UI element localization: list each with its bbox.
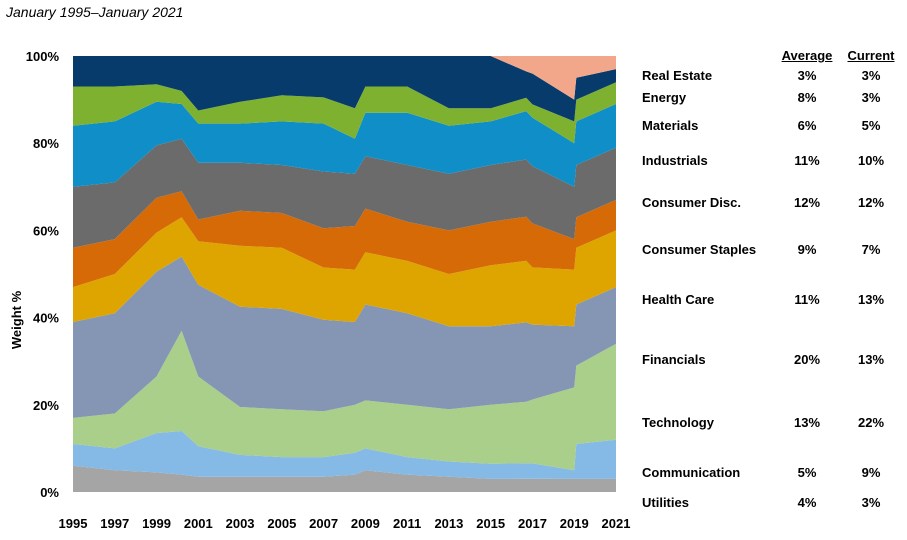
area-consumer-staples — [73, 191, 616, 288]
x-tick-label: 2021 — [602, 516, 631, 531]
x-tick-label: 2017 — [518, 516, 547, 531]
y-tick-label: 60% — [33, 223, 59, 238]
x-axis-ticks: 1995 1997 1999 2001 2003 2005 2007 2009 2011 2013… — [59, 516, 631, 531]
y-tick-label: 20% — [33, 398, 59, 413]
x-tick-label: 2015 — [476, 516, 505, 531]
area-materials — [73, 82, 616, 144]
y-tick-label: 100% — [26, 49, 60, 64]
x-tick-label: 2007 — [309, 516, 338, 531]
x-tick-label: 2009 — [351, 516, 380, 531]
x-tick-label: 2003 — [226, 516, 255, 531]
area-utilities — [73, 465, 616, 492]
y-tick-label: 0% — [40, 485, 59, 500]
area-real-estate — [73, 56, 616, 100]
y-axis-label: Weight % — [9, 290, 24, 349]
area-series-group — [73, 56, 616, 492]
x-tick-label: 2001 — [184, 516, 213, 531]
y-tick-label: 80% — [33, 136, 59, 151]
chart-subtitle: January 1995–January 2021 — [6, 4, 184, 20]
x-tick-label: 1997 — [100, 516, 129, 531]
area-financials — [73, 256, 616, 418]
x-tick-label: 2019 — [560, 516, 589, 531]
area-consumer-disc — [73, 138, 616, 248]
x-tick-label: 2005 — [267, 516, 296, 531]
area-energy — [73, 56, 616, 122]
area-technology — [73, 330, 616, 471]
x-tick-label: 1999 — [142, 516, 171, 531]
y-tick-label: 40% — [33, 311, 59, 326]
y-axis-ticks: 0% 20% 40% 60% 80% 100% — [26, 49, 60, 500]
area-health-care — [73, 217, 616, 327]
area-industrials — [73, 101, 616, 187]
area-communication — [73, 431, 616, 479]
x-tick-label: 1995 — [59, 516, 88, 531]
x-tick-label: 2011 — [393, 516, 421, 531]
x-tick-label: 2013 — [434, 516, 463, 531]
